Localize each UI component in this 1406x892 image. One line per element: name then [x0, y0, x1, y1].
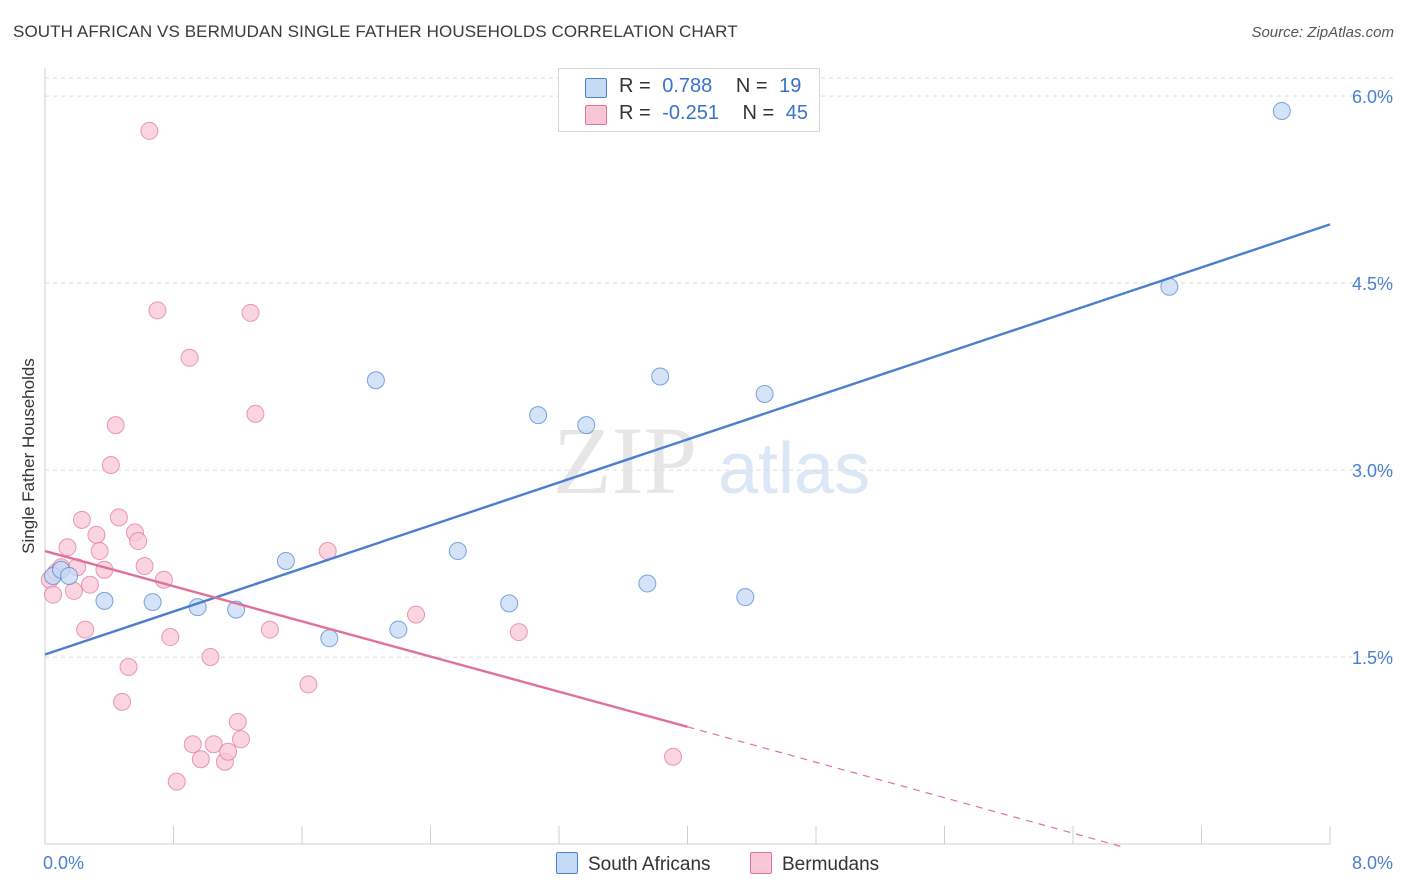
legend-swatch-bermudans — [585, 105, 607, 125]
bermudan-point — [407, 605, 426, 624]
bermudan-point — [119, 657, 138, 676]
y-tick-label: 4.5% — [1352, 274, 1393, 294]
bermudan-point — [106, 416, 125, 435]
bermudan-point — [109, 508, 128, 527]
south-african-point — [736, 588, 755, 607]
gridlines — [44, 77, 1394, 658]
legend-n-label: N = — [742, 102, 775, 124]
bermudan-point — [87, 525, 106, 544]
bermudan-point — [241, 303, 260, 322]
legend-n-label: N = — [735, 75, 768, 97]
bermudan-point — [64, 581, 83, 600]
bermudan-trend-line — [44, 549, 688, 728]
x-tick-label-min: 0.0% — [43, 853, 84, 873]
bermudan-point — [246, 404, 265, 423]
south-african-point — [577, 416, 596, 435]
south-african-trend-line — [44, 223, 1331, 656]
x-tick-label-max: 8.0% — [1352, 853, 1393, 873]
south-african-point — [143, 593, 162, 612]
bermudan-point — [148, 301, 167, 320]
bermudan-point — [129, 532, 148, 551]
series-label-bermudans: Bermudans — [782, 854, 880, 875]
bermudan-point — [140, 121, 159, 140]
bermudan-point — [219, 742, 238, 761]
watermark-atlas: atlas — [718, 429, 870, 509]
bermudan-point — [228, 712, 247, 731]
south-african-point — [651, 367, 670, 386]
south-african-point — [366, 371, 385, 390]
bermudan-point — [161, 628, 180, 647]
bermudan-point — [183, 735, 202, 754]
bermudan-point — [231, 730, 250, 749]
trend-lines — [44, 223, 1331, 848]
legend-n-value: 45 — [785, 102, 809, 124]
bermudan-point — [204, 735, 223, 754]
bermudan-point — [101, 456, 120, 475]
bermudan-point — [299, 675, 318, 694]
south-african-point — [1272, 101, 1291, 120]
south-african-point — [755, 384, 774, 403]
south-african-point — [60, 566, 79, 585]
legend-r-value: 0.788 — [662, 75, 713, 97]
south-african-point — [448, 542, 467, 561]
south-african-point — [95, 591, 114, 610]
y-tick-labels: 1.5% 3.0% 4.5% 6.0% — [1352, 87, 1393, 668]
series-legend-south-africans: South Africans — [556, 852, 711, 876]
south-african-point — [389, 620, 408, 639]
bermudan-point — [44, 585, 63, 604]
chart-title: SOUTH AFRICAN VS BERMUDAN SINGLE FATHER … — [13, 22, 738, 41]
x-ticks — [173, 826, 1331, 844]
bermudan-point — [72, 510, 91, 529]
source-credit: Source: ZipAtlas.com — [1251, 24, 1394, 41]
bermudan-point — [180, 348, 199, 367]
south-african-point — [276, 552, 295, 571]
south-african-point — [320, 629, 339, 648]
bermudan-point — [509, 623, 528, 642]
y-axis-label: Single Father Households — [19, 358, 38, 554]
stats-legend: R = 0.788 N = 19 R = -0.251 N = 45 — [558, 68, 820, 132]
bermudan-point — [113, 692, 132, 711]
bermudan-point — [90, 542, 109, 561]
y-tick-label: 6.0% — [1352, 87, 1393, 107]
y-tick-label: 1.5% — [1352, 648, 1393, 668]
bermudan-point — [80, 575, 99, 594]
legend-r-label: R = — [619, 102, 651, 124]
south-african-point — [638, 574, 657, 593]
series-swatch-south-africans — [556, 852, 578, 874]
legend-n-value: 19 — [779, 75, 802, 97]
bermudan-trend-extension — [687, 726, 1122, 848]
watermark: ZIP atlas — [553, 407, 870, 514]
bermudan-point — [135, 556, 154, 575]
y-tick-label: 3.0% — [1352, 461, 1393, 481]
bermudan-point — [201, 648, 220, 666]
series-label-south-africans: South Africans — [588, 854, 711, 875]
legend-r-label: R = — [619, 75, 651, 97]
bermudan-point — [664, 747, 683, 766]
bermudan-point — [260, 620, 279, 639]
series-legend-bermudans: Bermudans — [750, 852, 879, 876]
legend-swatch-south-africans — [585, 78, 607, 98]
bermudan-point — [58, 538, 77, 557]
legend-r-value: -0.251 — [662, 102, 719, 124]
data-points — [40, 101, 1291, 791]
south-african-point — [500, 594, 519, 613]
series-swatch-bermudans — [750, 852, 772, 874]
bermudan-point — [167, 772, 186, 791]
bermudan-point — [191, 750, 210, 769]
south-african-point — [529, 406, 548, 425]
bermudan-point — [76, 620, 95, 639]
